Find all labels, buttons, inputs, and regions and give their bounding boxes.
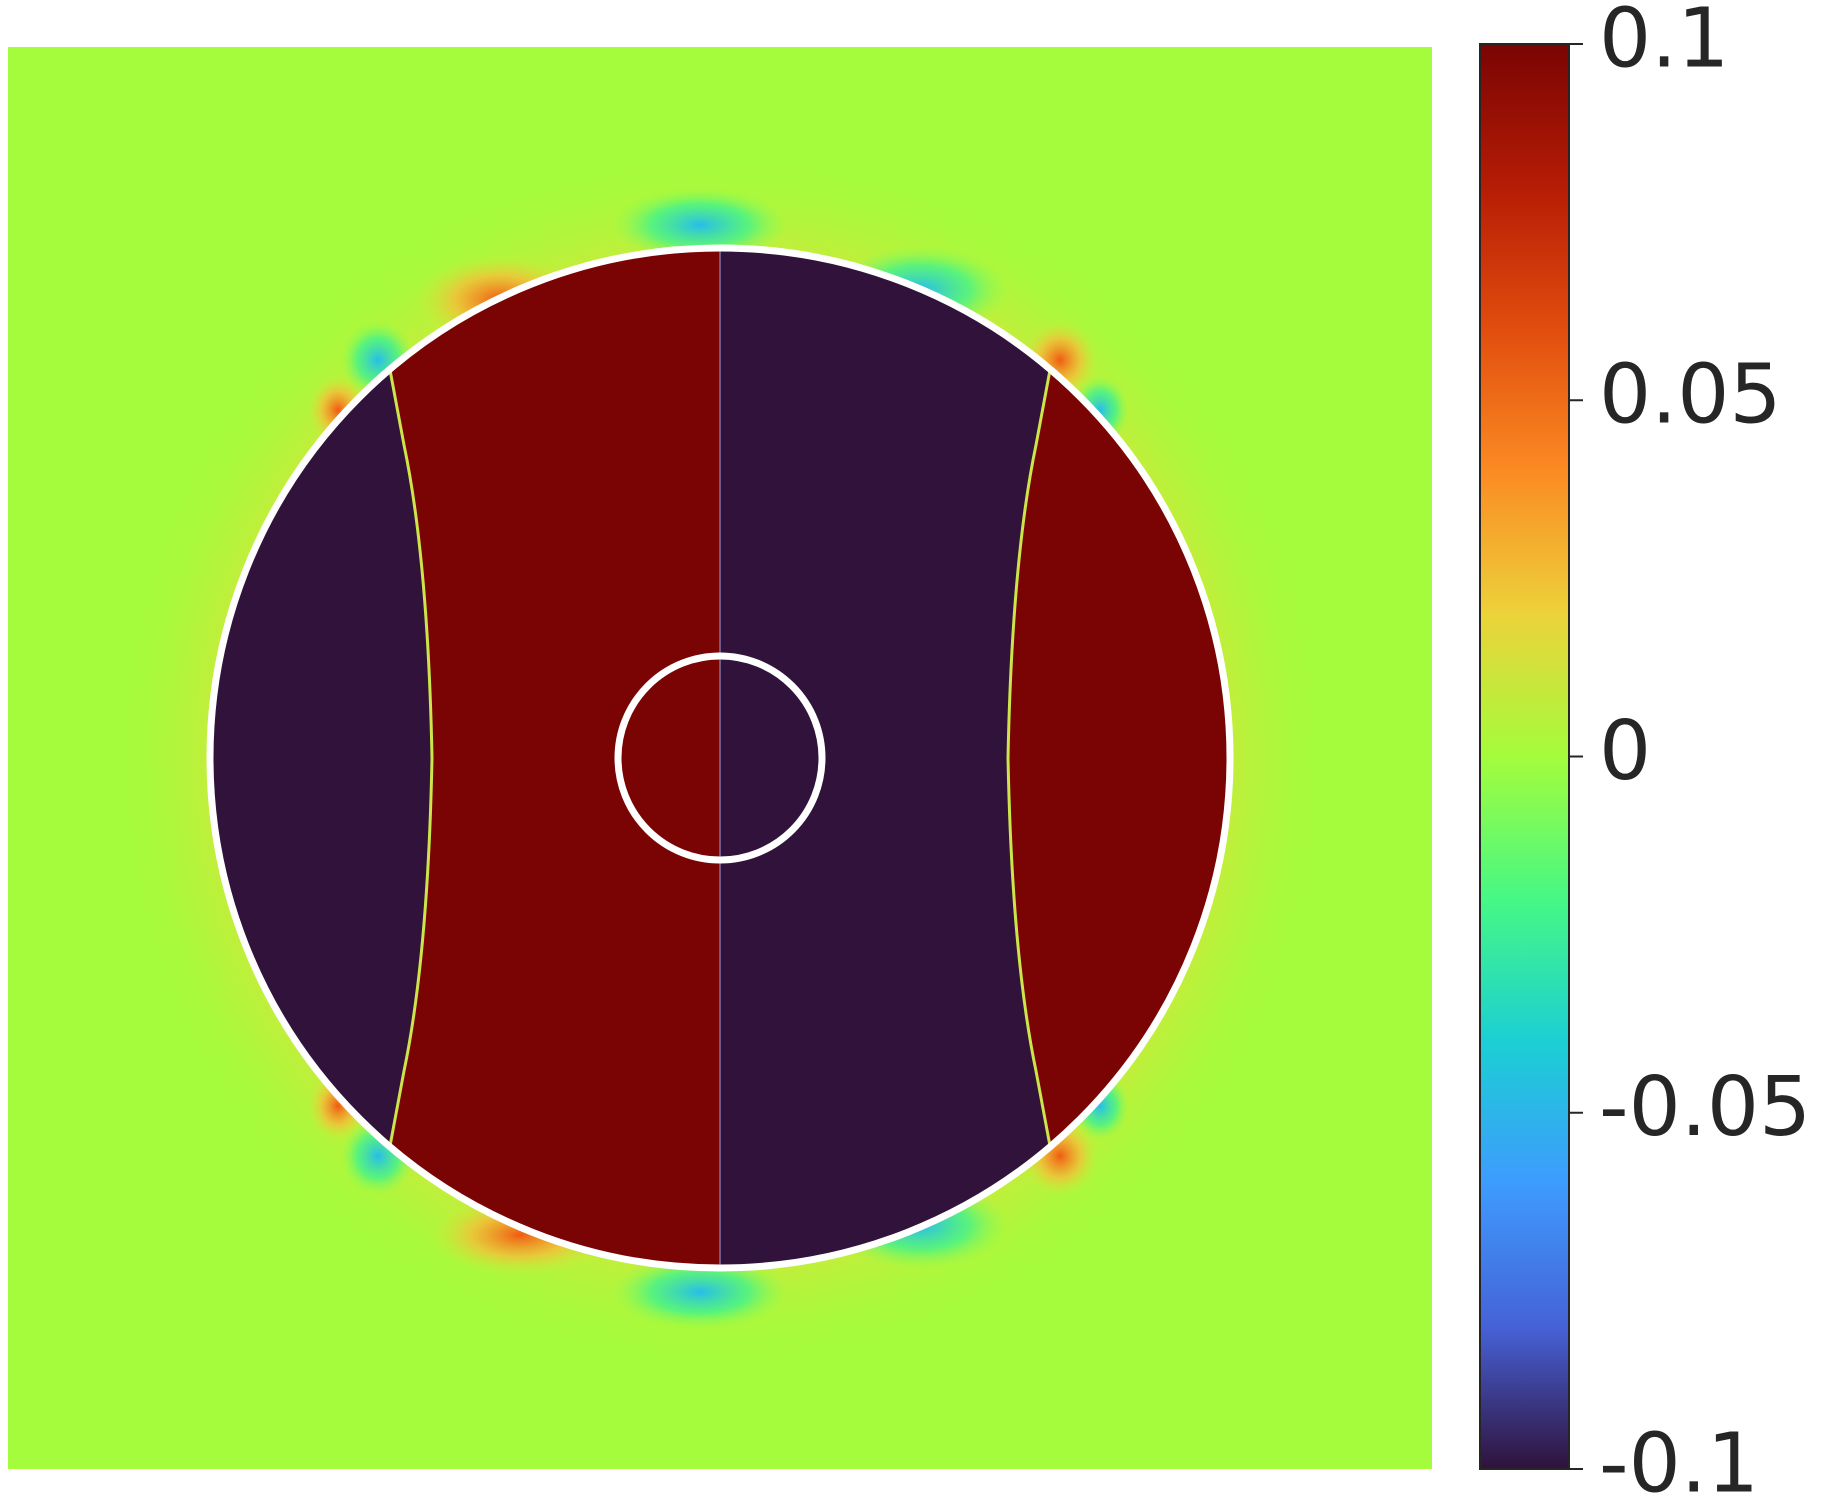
colorbar-tick-label: 0.1 (1599, 0, 1729, 86)
outer-circle-boundary (206, 244, 1234, 1272)
colorbar-tick-label: -0.05 (1599, 1060, 1811, 1155)
colorbar: 0.1 0.05 0 -0.05 -0.1 (1479, 0, 1811, 1507)
region-inner-right-band (720, 248, 1050, 1268)
interface-right (1006, 369, 1052, 1147)
inner-circle-boundary (614, 652, 826, 864)
colorbar-tick-label: -0.1 (1599, 1416, 1759, 1507)
spot-bottom-center-blue (610, 1254, 790, 1330)
colorbar-tick-label: 0 (1599, 704, 1651, 799)
interior-field (210, 248, 1230, 1268)
colorbar-gradient (1479, 43, 1570, 1470)
plot-area (8, 47, 1432, 1469)
spot-top-center-blue (610, 187, 790, 263)
region-inner-left-band (390, 248, 720, 1268)
interface-left (388, 369, 434, 1147)
colorbar-tick-label: 0.05 (1599, 348, 1782, 443)
colorbar-ticks: 0.1 0.05 0 -0.05 -0.1 (1569, 0, 1811, 1507)
